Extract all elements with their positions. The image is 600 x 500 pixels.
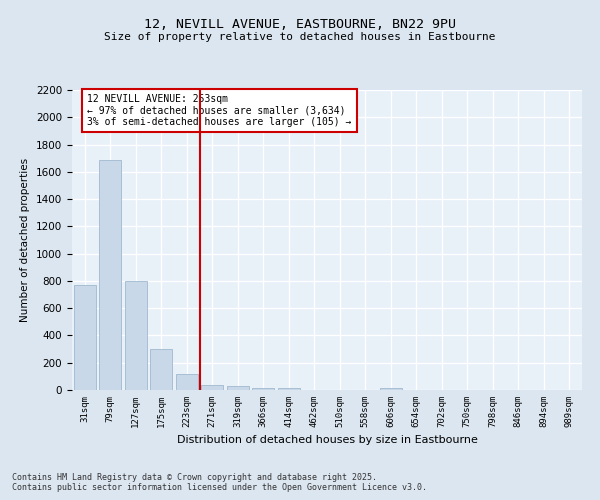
Bar bbox=[253, 388, 274, 390]
Bar bbox=[100, 160, 121, 390]
Text: 12 NEVILL AVENUE: 253sqm
← 97% of detached houses are smaller (3,634)
3% of semi: 12 NEVILL AVENUE: 253sqm ← 97% of detach… bbox=[88, 94, 352, 128]
X-axis label: Distribution of detached houses by size in Eastbourne: Distribution of detached houses by size … bbox=[176, 436, 478, 446]
Text: Size of property relative to detached houses in Eastbourne: Size of property relative to detached ho… bbox=[104, 32, 496, 42]
Y-axis label: Number of detached properties: Number of detached properties bbox=[20, 158, 31, 322]
Bar bbox=[125, 281, 146, 390]
Bar bbox=[278, 388, 299, 390]
Bar bbox=[227, 386, 248, 390]
Text: 12, NEVILL AVENUE, EASTBOURNE, BN22 9PU: 12, NEVILL AVENUE, EASTBOURNE, BN22 9PU bbox=[144, 18, 456, 30]
Bar bbox=[176, 374, 197, 390]
Bar bbox=[74, 285, 95, 390]
Bar bbox=[202, 384, 223, 390]
Bar bbox=[151, 349, 172, 390]
Text: Contains HM Land Registry data © Crown copyright and database right 2025.
Contai: Contains HM Land Registry data © Crown c… bbox=[12, 473, 427, 492]
Bar bbox=[380, 388, 401, 390]
